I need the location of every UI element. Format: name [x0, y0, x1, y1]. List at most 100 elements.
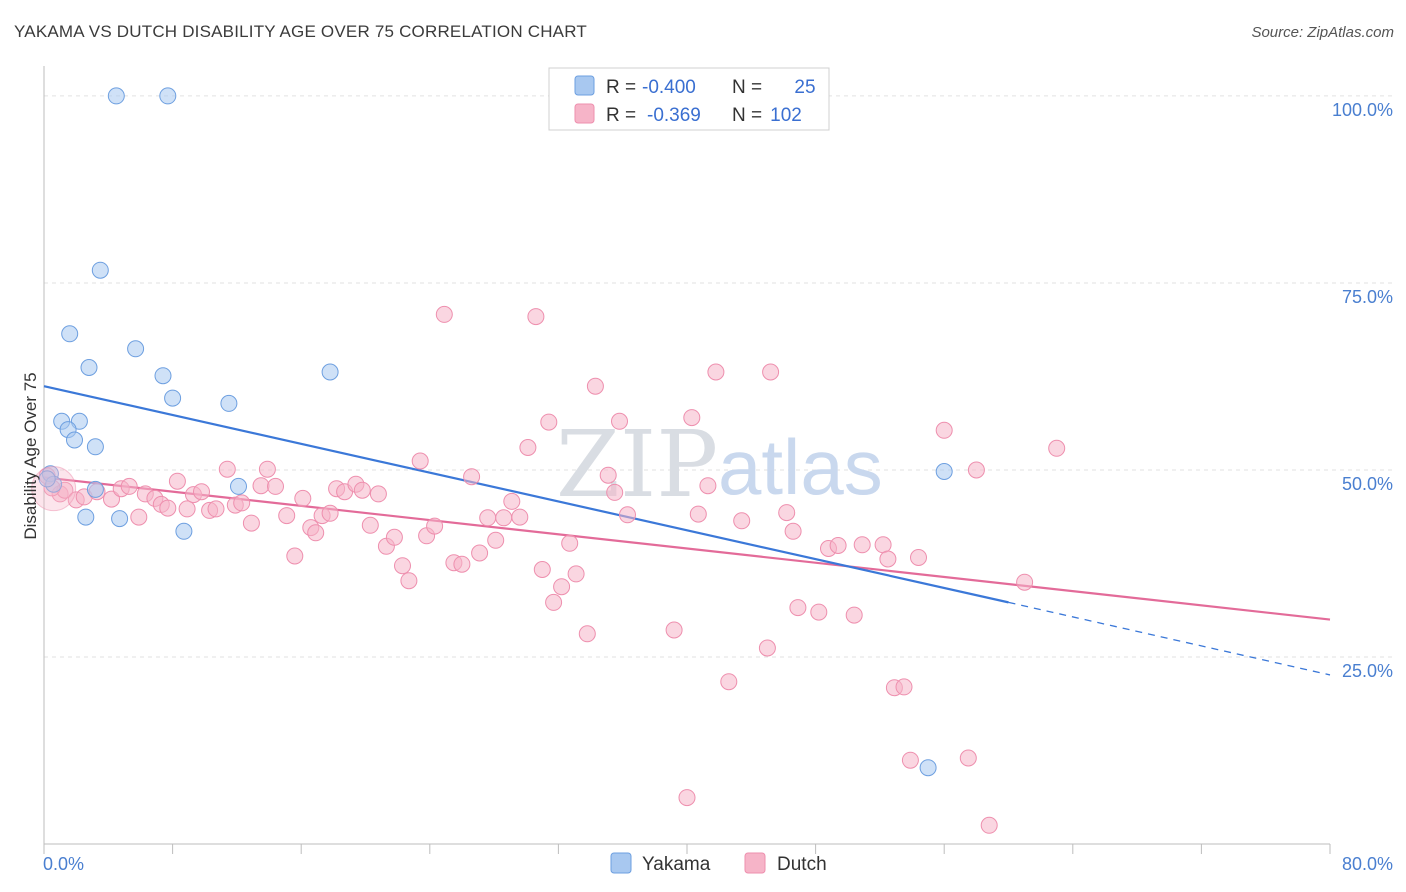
trend-lines	[43, 385, 1331, 676]
point-dutch	[321, 504, 339, 522]
point-yakama	[154, 367, 172, 385]
point-dutch	[810, 603, 828, 621]
point-dutch	[599, 466, 617, 484]
x-tick-label: 0.0%	[43, 854, 84, 874]
point-dutch	[910, 549, 927, 566]
point-dutch	[879, 550, 897, 568]
point-dutch	[1048, 439, 1066, 457]
point-dutch	[699, 477, 717, 495]
point-dutch	[487, 531, 505, 549]
point-dutch	[895, 678, 913, 696]
legend-series: Yakama Dutch	[610, 852, 827, 875]
point-dutch	[267, 477, 284, 495]
point-yakama	[321, 363, 339, 381]
legend-label-yakama: Yakama	[642, 854, 711, 875]
trendline-yakama-projection	[1008, 601, 1331, 676]
point-dutch	[463, 468, 481, 486]
point-dutch	[720, 673, 738, 691]
point-dutch	[578, 625, 596, 643]
point-dutch	[845, 606, 863, 624]
point-dutch	[286, 547, 304, 565]
point-yakama	[61, 325, 79, 343]
point-dutch	[901, 751, 919, 769]
point-dutch	[874, 536, 892, 554]
point-dutch	[168, 472, 186, 490]
x-tick-label: 80.0%	[1342, 854, 1393, 874]
point-yakama	[175, 522, 193, 540]
legend-r-value: -0.369	[647, 105, 701, 126]
point-yakama	[80, 359, 98, 376]
point-dutch	[435, 305, 453, 323]
chart-title: YAKAMA VS DUTCH DISABILITY AGE OVER 75 C…	[14, 22, 587, 41]
point-yakama	[127, 340, 145, 358]
point-yakama	[107, 87, 125, 105]
point-dutch	[178, 500, 196, 518]
legend-n-label: N =	[732, 77, 762, 98]
trendline-dutch	[43, 476, 1331, 621]
point-dutch	[586, 377, 604, 395]
point-dutch	[400, 572, 418, 590]
point-dutch	[606, 483, 624, 501]
point-dutch	[361, 516, 379, 534]
point-dutch	[120, 477, 138, 495]
point-dutch	[130, 508, 148, 526]
point-dutch	[503, 492, 521, 510]
point-dutch	[369, 485, 387, 503]
point-dutch	[762, 363, 780, 381]
point-dutch	[853, 536, 871, 554]
legend-swatch-dutch-bottom	[744, 852, 766, 874]
point-dutch	[159, 499, 177, 517]
point-dutch	[829, 537, 847, 554]
legend-swatch-dutch	[574, 103, 595, 124]
y-axis-label: Disability Age Over 75	[21, 372, 40, 539]
point-dutch	[967, 461, 985, 479]
point-dutch	[935, 421, 953, 439]
point-dutch	[511, 508, 529, 526]
legend-n-value: 102	[770, 105, 802, 126]
point-dutch	[619, 506, 636, 524]
axes	[43, 66, 1331, 854]
point-dutch	[218, 460, 236, 478]
point-dutch	[353, 481, 371, 499]
point-dutch	[778, 504, 796, 522]
legend-label-dutch: Dutch	[777, 854, 827, 875]
point-yakama	[919, 759, 937, 777]
point-dutch	[758, 639, 776, 657]
point-dutch	[233, 494, 251, 512]
point-dutch	[527, 308, 545, 326]
point-dutch	[540, 413, 558, 431]
point-dutch	[207, 500, 225, 518]
point-dutch	[519, 439, 537, 456]
point-yakama	[230, 477, 247, 495]
y-tick-labels: 25.0% 50.0% 75.0% 100.0%	[1332, 100, 1393, 681]
point-yakama	[38, 470, 56, 488]
point-dutch	[258, 460, 276, 478]
point-yakama	[164, 389, 182, 407]
point-yakama	[66, 431, 83, 449]
point-dutch	[426, 517, 444, 535]
legend-n-value: 25	[794, 77, 815, 98]
watermark-zip: ZIP	[556, 411, 718, 518]
point-dutch	[294, 489, 312, 507]
point-dutch	[479, 509, 497, 527]
legend-r-label: R =	[606, 77, 636, 98]
point-dutch	[307, 524, 325, 542]
point-dutch	[678, 789, 696, 807]
point-yakama	[220, 394, 238, 412]
legend-swatch-yakama-bottom	[610, 852, 632, 874]
point-yakama	[86, 438, 104, 456]
point-dutch	[471, 544, 489, 562]
point-dutch	[689, 505, 707, 523]
point-dutch	[453, 555, 471, 573]
point-dutch	[567, 565, 585, 583]
point-dutch	[553, 578, 571, 596]
point-dutch	[242, 514, 260, 532]
legend-r-label: R =	[606, 105, 636, 126]
point-yakama	[935, 463, 953, 480]
point-dutch	[683, 409, 701, 427]
point-yakama	[77, 508, 95, 526]
y-tick-label: 75.0%	[1342, 287, 1393, 307]
point-dutch	[252, 477, 270, 495]
trendline-yakama	[43, 385, 1009, 604]
